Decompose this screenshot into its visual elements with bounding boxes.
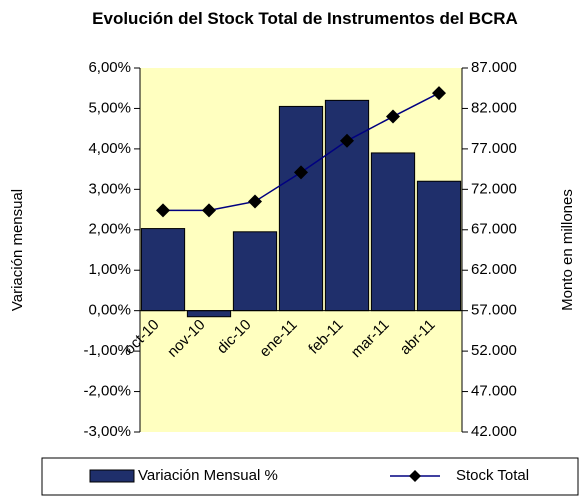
bar	[416, 180, 462, 312]
marker	[248, 194, 262, 209]
marker	[294, 165, 308, 180]
y2-tick-label: 57.000	[471, 302, 517, 319]
bar	[140, 228, 186, 312]
y-tick-label: 3,00%	[88, 180, 131, 197]
y-tick-label: 1,00%	[88, 261, 131, 278]
legend-label: Stock Total	[456, 467, 529, 484]
y-axis-title: Variación mensual	[9, 189, 26, 311]
y-tick-label: 5,00%	[88, 99, 131, 116]
y-tick-label: 2,00%	[88, 221, 131, 238]
y2-tick-label: 47.000	[471, 383, 517, 400]
y-tick-label: -1,00%	[83, 342, 131, 359]
y2-tick-label: 77.000	[471, 140, 517, 157]
chart-title: Evolución del Stock Total de Instrumento…	[92, 9, 518, 28]
marker	[386, 109, 400, 124]
y2-tick-label: 52.000	[471, 342, 517, 359]
bar	[278, 105, 324, 312]
y-tick-label: 4,00%	[88, 140, 131, 157]
marker	[156, 203, 170, 218]
y2-axis-title: Monto en millones	[559, 189, 576, 311]
marker	[340, 133, 354, 148]
y2-tick-label: 67.000	[471, 221, 517, 238]
bar	[370, 152, 416, 312]
y2-tick-label: 62.000	[471, 261, 517, 278]
legend-label: Variación Mensual %	[138, 467, 278, 484]
marker	[202, 203, 216, 218]
y2-tick-label: 87.000	[471, 59, 517, 76]
marker	[432, 86, 446, 101]
legend-marker	[409, 470, 421, 482]
y-tick-label: 0,00%	[88, 302, 131, 319]
y-tick-label: -2,00%	[83, 383, 131, 400]
y2-tick-label: 72.000	[471, 180, 517, 197]
bar	[186, 310, 232, 318]
y-tick-label: -3,00%	[83, 423, 131, 440]
y2-tick-label: 42.000	[471, 423, 517, 440]
y2-tick-label: 82.000	[471, 99, 517, 116]
bar	[232, 231, 278, 312]
legend-swatch	[89, 469, 135, 483]
y-tick-label: 6,00%	[88, 59, 131, 76]
bar	[324, 99, 370, 312]
